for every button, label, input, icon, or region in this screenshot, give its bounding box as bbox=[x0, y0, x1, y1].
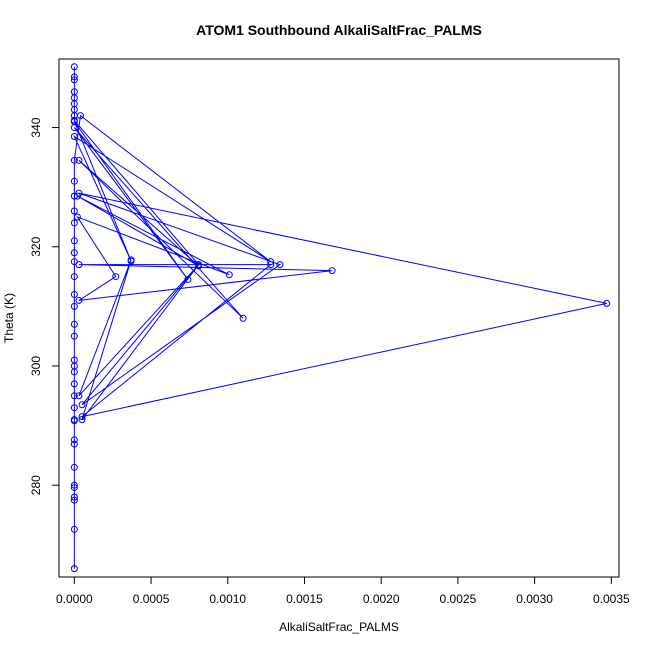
data-point bbox=[70, 565, 78, 573]
data-point bbox=[75, 296, 83, 304]
x-tick-label: 0.0035 bbox=[593, 592, 630, 606]
data-point bbox=[70, 463, 78, 471]
data-point bbox=[78, 416, 86, 424]
data-point bbox=[195, 261, 203, 269]
data-point bbox=[70, 484, 78, 492]
data-point bbox=[70, 290, 78, 298]
data-point bbox=[75, 189, 83, 197]
series-layer bbox=[73, 66, 607, 569]
x-tick-label: 0.0000 bbox=[56, 592, 93, 606]
y-tick-label: 340 bbox=[29, 117, 43, 137]
data-point bbox=[75, 156, 83, 164]
y-axis: 280 300 320 340 bbox=[29, 117, 60, 495]
data-point bbox=[112, 273, 120, 281]
chart-title: ATOM1 Southbound AlkaliSaltFrac_PALMS bbox=[196, 22, 482, 38]
data-point bbox=[70, 496, 78, 504]
data-point bbox=[70, 177, 78, 185]
data-point bbox=[267, 261, 275, 269]
data-point bbox=[239, 314, 247, 322]
x-tick-label: 0.0015 bbox=[286, 592, 323, 606]
x-tick-label: 0.0010 bbox=[209, 592, 246, 606]
data-point bbox=[70, 481, 78, 489]
data-point bbox=[75, 261, 83, 269]
data-point bbox=[70, 76, 78, 84]
data-point bbox=[70, 237, 78, 245]
data-point bbox=[70, 356, 78, 364]
data-point bbox=[70, 436, 78, 444]
y-tick-label: 320 bbox=[29, 236, 43, 256]
x-tick-label: 0.0025 bbox=[440, 592, 477, 606]
data-point bbox=[70, 73, 78, 81]
data-point bbox=[73, 213, 81, 221]
data-point bbox=[603, 299, 611, 307]
data-point bbox=[70, 273, 78, 281]
data-point bbox=[75, 392, 83, 400]
x-axis: 0.0000 0.0005 0.0010 0.0015 0.0020 0.0025 0.00… bbox=[56, 576, 630, 606]
data-point bbox=[70, 116, 78, 124]
data-point bbox=[184, 276, 192, 284]
y-axis-label: Theta (K) bbox=[2, 293, 16, 343]
data-point bbox=[267, 258, 275, 266]
data-point bbox=[70, 219, 78, 227]
y-tick-label: 280 bbox=[29, 475, 43, 495]
data-point bbox=[70, 332, 78, 340]
data-point bbox=[70, 380, 78, 388]
data-point bbox=[70, 132, 78, 140]
data-point bbox=[70, 440, 78, 448]
data-point bbox=[127, 256, 135, 264]
data-point bbox=[70, 302, 78, 310]
y-tick-label: 300 bbox=[29, 356, 43, 376]
points-layer bbox=[70, 63, 611, 573]
data-point bbox=[78, 401, 86, 409]
data-point bbox=[70, 156, 78, 164]
data-point bbox=[70, 63, 78, 71]
series-line bbox=[73, 66, 607, 569]
data-point bbox=[70, 320, 78, 328]
x-tick-label: 0.0005 bbox=[133, 592, 170, 606]
x-tick-label: 0.0030 bbox=[516, 592, 553, 606]
data-point bbox=[70, 404, 78, 412]
data-point bbox=[70, 416, 78, 424]
data-point bbox=[328, 267, 336, 275]
data-point bbox=[225, 271, 233, 279]
data-point bbox=[70, 124, 78, 132]
data-point bbox=[70, 525, 78, 533]
data-point bbox=[70, 207, 78, 215]
data-point bbox=[70, 392, 78, 400]
data-point bbox=[70, 493, 78, 501]
data-point bbox=[70, 88, 78, 96]
data-point bbox=[70, 249, 78, 257]
data-point bbox=[78, 413, 86, 421]
data-point bbox=[276, 261, 284, 269]
x-tick-label: 0.0020 bbox=[363, 592, 400, 606]
x-axis-label: AlkaliSaltFrac_PALMS bbox=[279, 620, 399, 634]
